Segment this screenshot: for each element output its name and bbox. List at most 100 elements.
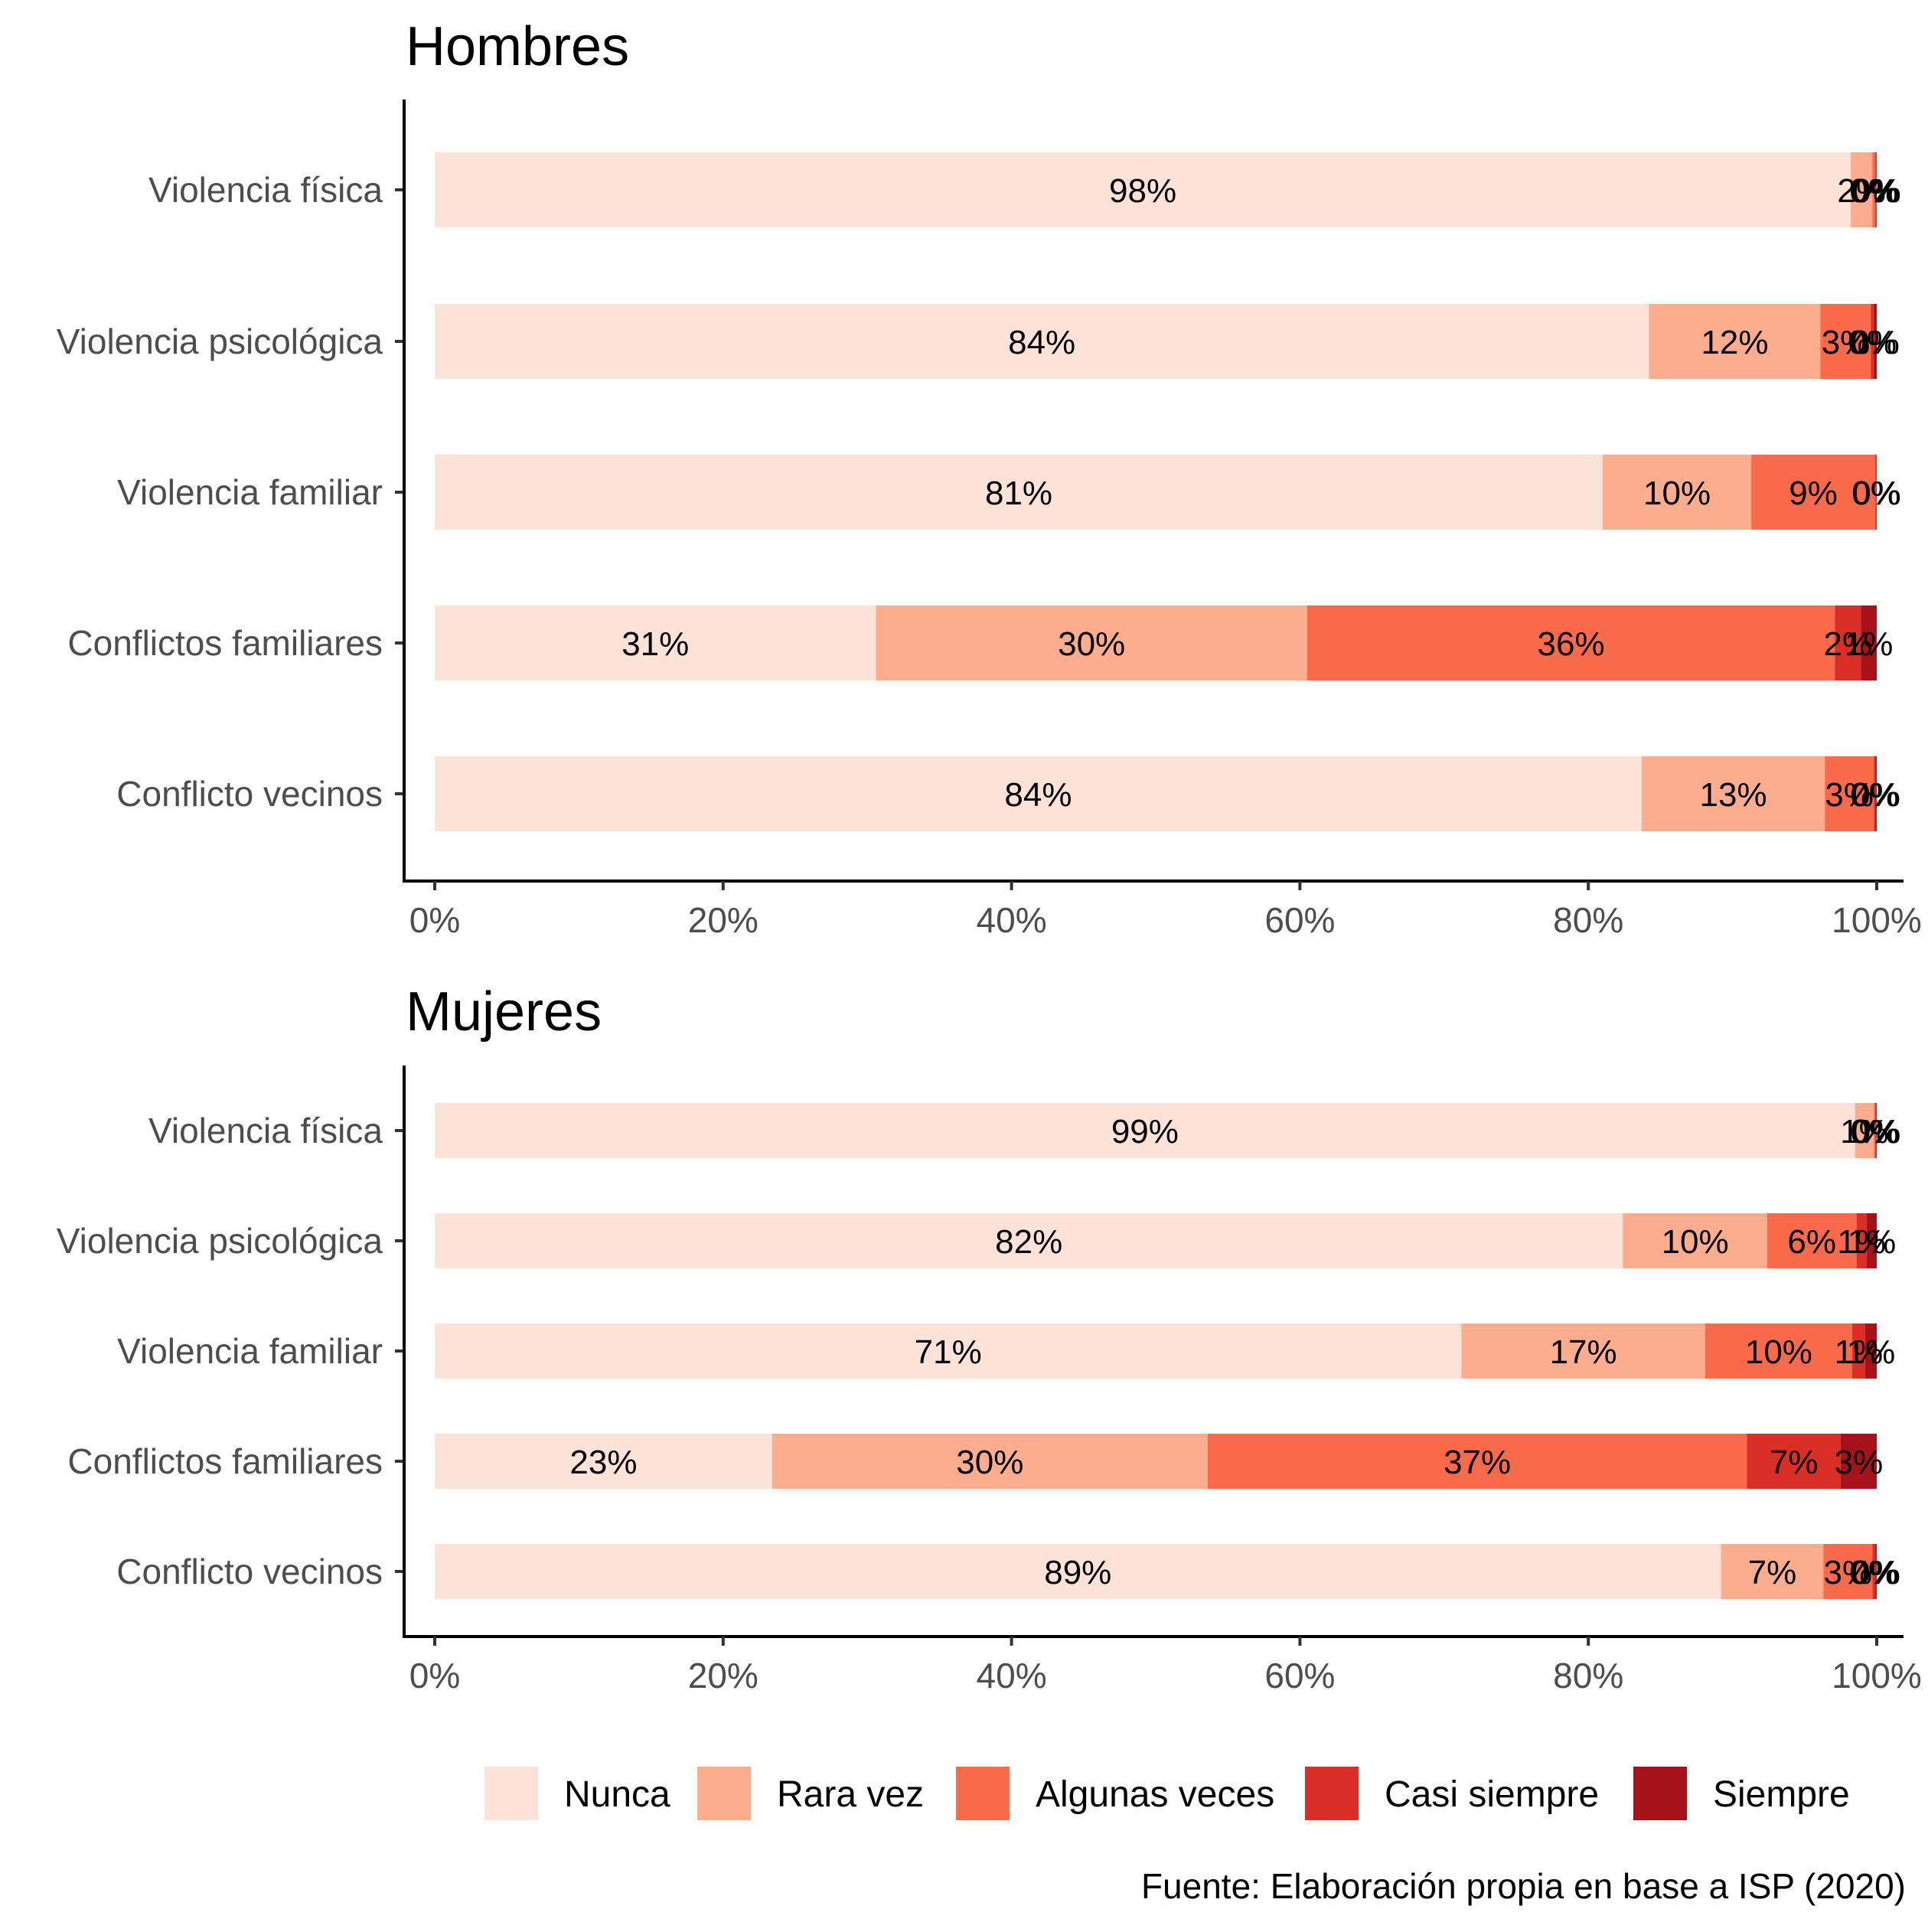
bar-mujeres-2-0 <box>435 1323 1462 1379</box>
category-label-hombres-1: Violencia psicológica <box>57 321 383 361</box>
bar-label-hombres-1-2: 3% <box>1822 324 1871 361</box>
bar-label-hombres-4-2: 3% <box>1825 776 1874 814</box>
bar-mujeres-1-0 <box>435 1213 1623 1268</box>
x-tick-label-mujeres-4: 80% <box>1553 1656 1623 1695</box>
category-label-hombres-0: Violencia física <box>148 170 383 210</box>
bar-label-hombres-2-2: 9% <box>1789 475 1838 512</box>
bar-hombres-1-1 <box>1649 304 1821 379</box>
bar-label-mujeres-4-0: 89% <box>1044 1554 1111 1591</box>
bar-mujeres-2-3 <box>1851 1323 1865 1379</box>
bar-label-mujeres-0-2: 0% <box>1850 1113 1899 1150</box>
bar-hombres-3-4 <box>1861 605 1877 680</box>
bar-mujeres-0-2 <box>1874 1103 1876 1158</box>
bar-mujeres-2-1 <box>1461 1323 1705 1379</box>
bar-mujeres-0-4 <box>1876 1103 1877 1158</box>
bar-mujeres-0-0 <box>435 1103 1855 1158</box>
bar-label-mujeres-1-0: 82% <box>995 1223 1062 1261</box>
bar-label-hombres-3-4: 1% <box>1845 625 1894 663</box>
bar-label-hombres-3-3: 2% <box>1824 625 1873 663</box>
bar-label-mujeres-3-1: 30% <box>956 1444 1023 1481</box>
legend-label-1: Rara vez <box>777 1774 924 1815</box>
legend-label-2: Algunas veces <box>1036 1774 1274 1815</box>
bar-hombres-0-0 <box>435 152 1851 227</box>
bar-label-mujeres-2-0: 71% <box>915 1333 982 1371</box>
bar-label-mujeres-1-4: 1% <box>1848 1223 1897 1261</box>
bar-label-hombres-4-0: 84% <box>1004 776 1072 814</box>
panel-title-mujeres: Mujeres <box>406 981 602 1043</box>
bar-mujeres-1-4 <box>1866 1213 1877 1268</box>
x-tick-label-mujeres-0: 0% <box>409 1656 460 1695</box>
bar-hombres-3-3 <box>1835 605 1861 680</box>
bar-label-hombres-2-3: 0% <box>1851 475 1900 512</box>
category-label-mujeres-0: Violencia física <box>148 1111 383 1150</box>
bar-hombres-0-2 <box>1872 152 1876 227</box>
bar-hombres-0-1 <box>1851 152 1873 227</box>
bar-label-hombres-1-0: 84% <box>1008 324 1075 361</box>
bar-label-hombres-0-2: 0% <box>1849 172 1898 210</box>
legend-key-3 <box>1305 1767 1359 1820</box>
bar-hombres-3-2 <box>1307 605 1835 680</box>
bar-label-mujeres-3-4: 3% <box>1835 1444 1884 1481</box>
bar-label-hombres-1-1: 12% <box>1701 324 1768 361</box>
bar-label-mujeres-4-3: 0% <box>1849 1554 1898 1591</box>
bar-hombres-2-2 <box>1751 455 1876 530</box>
panel-title-hombres: Hombres <box>406 16 629 77</box>
bar-mujeres-4-4 <box>1875 1544 1877 1599</box>
bar-label-hombres-1-3: 0% <box>1848 324 1897 361</box>
bar-mujeres-3-4 <box>1840 1434 1877 1489</box>
bar-mujeres-2-4 <box>1864 1323 1877 1379</box>
x-tick-label-mujeres-1: 20% <box>688 1656 758 1695</box>
bar-hombres-4-1 <box>1641 756 1825 831</box>
x-tick-label-hombres-4: 80% <box>1553 900 1623 940</box>
bar-label-hombres-0-3: 0% <box>1851 172 1900 210</box>
bar-label-hombres-4-4: 0% <box>1851 776 1900 814</box>
bar-label-hombres-2-1: 10% <box>1643 475 1711 512</box>
bar-label-mujeres-4-1: 7% <box>1748 1554 1797 1591</box>
category-label-hombres-3: Conflictos familiares <box>67 623 383 663</box>
legend-label-3: Casi siempre <box>1385 1774 1599 1815</box>
bar-label-mujeres-4-2: 3% <box>1824 1554 1873 1591</box>
bar-hombres-2-0 <box>435 455 1603 530</box>
bar-hombres-4-3 <box>1874 756 1876 831</box>
bar-label-mujeres-4-4: 0% <box>1851 1554 1900 1591</box>
bar-label-hombres-0-1: 2% <box>1837 172 1886 210</box>
bar-mujeres-1-1 <box>1623 1213 1767 1268</box>
bar-label-mujeres-1-3: 1% <box>1837 1223 1886 1261</box>
caption: Fuente: Elaboración propia en base a ISP… <box>1141 1866 1906 1906</box>
bar-hombres-4-0 <box>435 756 1642 831</box>
category-label-hombres-2: Violencia familiar <box>117 472 383 512</box>
x-tick-label-hombres-3: 60% <box>1264 900 1335 940</box>
legend-key-1 <box>697 1767 751 1820</box>
bar-label-hombres-3-2: 36% <box>1538 625 1605 663</box>
x-tick-label-hombres-2: 40% <box>977 900 1047 940</box>
bar-hombres-1-3 <box>1871 304 1874 379</box>
category-label-mujeres-4: Conflicto vecinos <box>116 1552 383 1591</box>
bar-mujeres-3-3 <box>1747 1434 1841 1489</box>
bar-label-mujeres-2-3: 1% <box>1835 1333 1884 1371</box>
category-label-hombres-4: Conflicto vecinos <box>116 774 383 814</box>
bar-label-hombres-3-0: 31% <box>621 625 689 663</box>
bar-hombres-4-4 <box>1875 756 1877 831</box>
bar-label-hombres-1-4: 0% <box>1851 324 1900 361</box>
bar-label-mujeres-1-2: 6% <box>1787 1223 1836 1261</box>
bar-label-hombres-0-4: 0% <box>1852 172 1901 210</box>
bar-mujeres-0-1 <box>1855 1103 1874 1158</box>
bar-hombres-3-1 <box>876 605 1307 680</box>
bar-mujeres-3-0 <box>435 1434 772 1489</box>
bar-mujeres-4-3 <box>1872 1544 1876 1599</box>
bar-hombres-2-3 <box>1875 455 1877 530</box>
bar-label-hombres-4-1: 13% <box>1700 776 1767 814</box>
legend-key-0 <box>484 1767 538 1820</box>
bar-mujeres-3-1 <box>772 1434 1208 1489</box>
bar-label-mujeres-2-2: 10% <box>1745 1333 1812 1371</box>
category-label-mujeres-2: Violencia familiar <box>117 1331 383 1371</box>
bar-mujeres-4-2 <box>1823 1544 1873 1599</box>
bar-mujeres-1-3 <box>1856 1213 1867 1268</box>
bar-label-mujeres-0-3: 0% <box>1851 1113 1900 1150</box>
x-tick-label-hombres-1: 20% <box>688 900 758 940</box>
bar-hombres-1-2 <box>1820 304 1871 379</box>
bar-mujeres-4-1 <box>1721 1544 1824 1599</box>
bar-label-mujeres-3-2: 37% <box>1444 1444 1511 1481</box>
